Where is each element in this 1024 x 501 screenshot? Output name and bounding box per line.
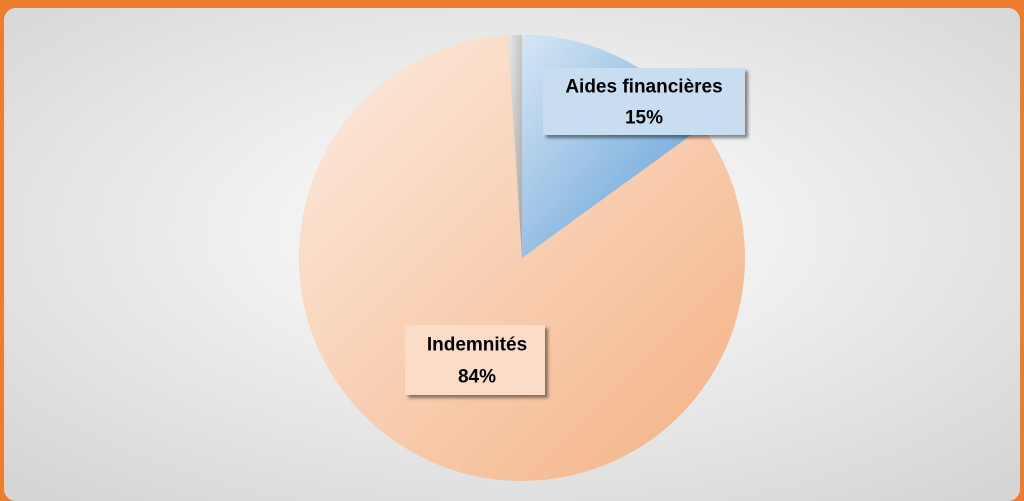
slice-shade bbox=[507, 35, 522, 258]
data-label-name: Aides financières bbox=[565, 76, 722, 97]
data-label-box bbox=[405, 325, 545, 395]
data-label: 15% bbox=[625, 107, 663, 128]
data-label-name: Indemnités bbox=[427, 334, 527, 355]
data-label: 84% bbox=[458, 367, 496, 388]
data-label-box bbox=[543, 68, 745, 135]
